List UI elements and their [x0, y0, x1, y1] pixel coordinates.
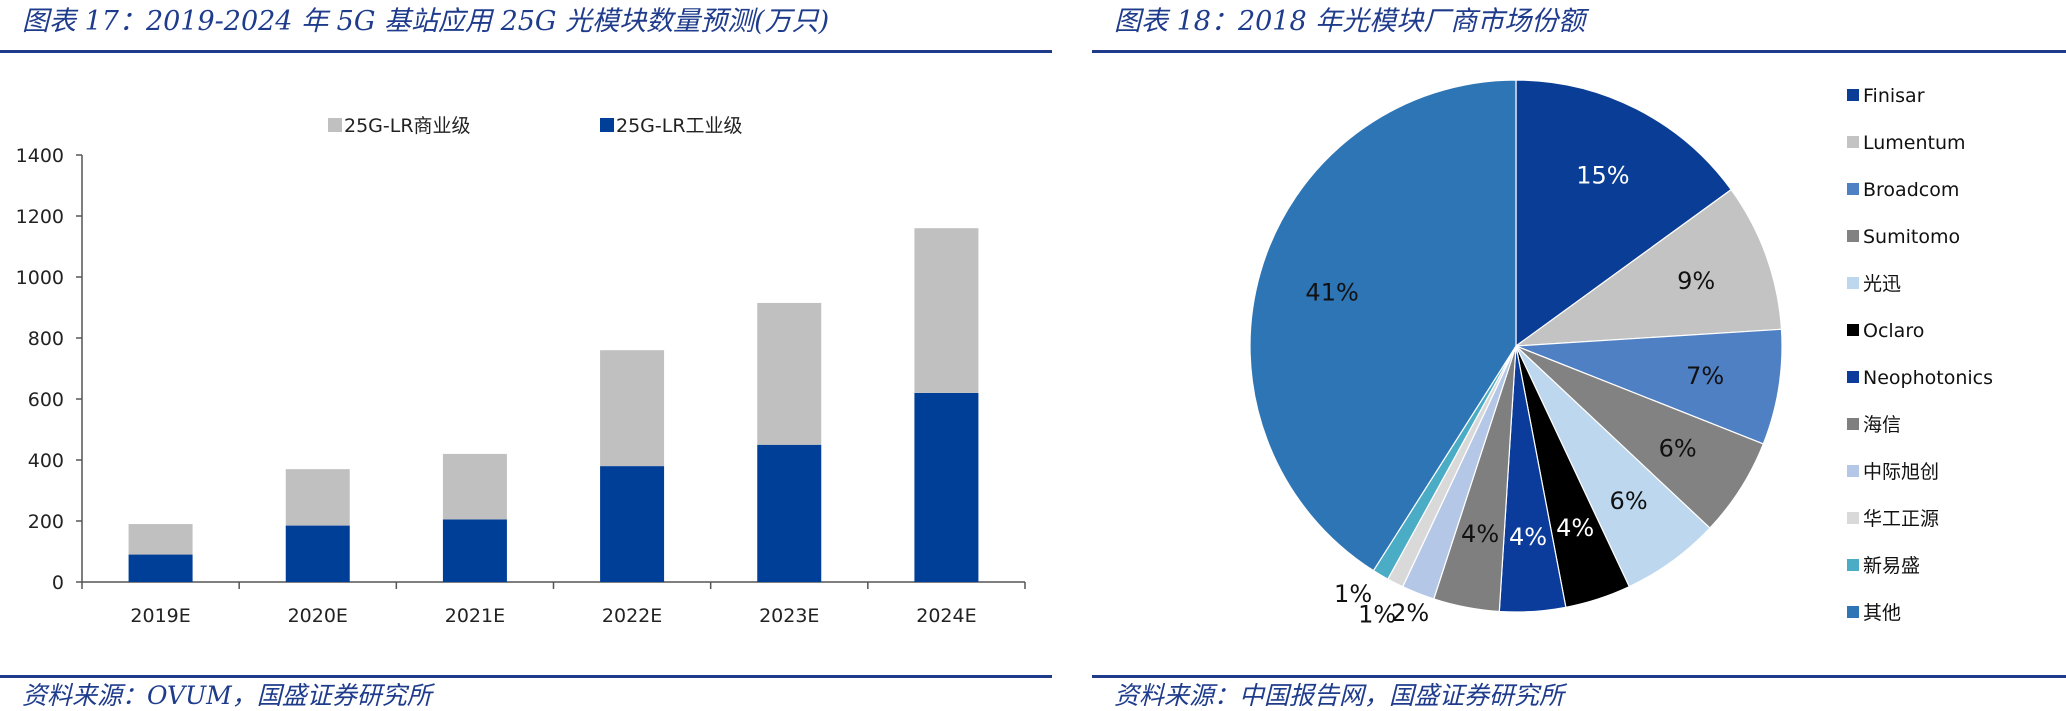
x-tick-label: 2022E [602, 605, 662, 627]
title-divider [1092, 50, 2066, 53]
pie-legend-label: 新易盛 [1863, 555, 1920, 577]
pie-legend-label: 中际旭创 [1863, 461, 1939, 483]
pie-slice-3 [1515, 328, 1783, 445]
pie-data-label: 6% [1610, 487, 1648, 515]
bar-industrial-2022E [600, 466, 665, 582]
pie-legend-swatch [1847, 136, 1859, 148]
pie-slice-12 [1249, 79, 1517, 572]
x-tick-label: 2023E [759, 605, 819, 627]
y-tick-label: 800 [28, 328, 64, 350]
pie-legend-swatch [1847, 230, 1859, 242]
y-tick-label: 600 [28, 389, 64, 411]
y-tick-label: 1400 [16, 145, 64, 167]
y-tick-label: 1200 [16, 206, 64, 228]
pie-data-label: 15% [1576, 161, 1629, 189]
pie-data-label: 1% [1358, 601, 1396, 629]
bar-commercial-2020E [285, 469, 350, 526]
source-divider [1092, 675, 2066, 678]
pie-legend-swatch [1847, 324, 1859, 336]
pie-legend-swatch [1847, 183, 1859, 195]
pie-data-label: 9% [1677, 267, 1715, 295]
pie-chart-panel: 图表 18：2018 年光模块厂商市场份额 15% 9% 7% 6% 6% 4% 4% 4% 2… [1092, 0, 2066, 711]
pie-legend-swatch [1847, 371, 1859, 383]
y-tick-label: 0 [52, 572, 64, 594]
market-share-pie-chart: 15%9%7%6%6%4%4%4%2%1%1%41%FinisarLumentu… [1249, 79, 1993, 629]
legend-swatch [328, 118, 342, 132]
pie-legend-swatch [1847, 512, 1859, 524]
bar-industrial-2023E [757, 444, 822, 582]
pie-legend-label: 华工正源 [1863, 508, 1939, 530]
bar-industrial-2020E [285, 525, 350, 582]
bar-commercial-2019E [128, 524, 193, 555]
pie-legend-swatch [1847, 89, 1859, 101]
bar-commercial-2022E [600, 350, 665, 467]
source-divider [0, 675, 1052, 678]
pie-legend-label: Neophotonics [1863, 367, 1993, 389]
y-tick-label: 400 [28, 450, 64, 472]
pie-legend-label: Finisar [1863, 85, 1925, 107]
pie-chart-figure-title: 图表 18：2018 年光模块厂商市场份额 [1114, 6, 1586, 37]
bar-chart-panel: 图表 17：2019-2024 年 5G 基站应用 25G 光模块数量预测(万只… [0, 6, 1052, 710]
pie-legend-swatch [1847, 606, 1859, 618]
pie-legend-label: Sumitomo [1863, 226, 1960, 248]
pie-legend-label: Broadcom [1863, 179, 1959, 201]
pie-data-label: 4% [1461, 520, 1499, 548]
y-tick-label: 200 [28, 511, 64, 533]
pie-data-label: 4% [1556, 514, 1594, 542]
x-tick-label: 2020E [288, 605, 348, 627]
pie-data-label: 1% [1334, 580, 1372, 608]
pie-legend-label: Oclaro [1863, 320, 1924, 342]
pie-legend-swatch [1847, 465, 1859, 477]
pie-legend-label: Lumentum [1863, 132, 1966, 154]
pie-chart-source-note: 资料来源：中国报告网，国盛证券研究所 [1114, 681, 1565, 710]
pie-legend-label: 海信 [1863, 414, 1901, 436]
title-divider [0, 50, 1052, 53]
bar-commercial-2023E [757, 302, 822, 445]
x-tick-label: 2021E [445, 605, 505, 627]
stacked-bar-chart: 0 200 400 600 800 1000 1200 1400 2019E 2020E 2021E… [16, 115, 1026, 627]
pie-data-label: 41% [1305, 279, 1358, 307]
pie-slice-1 [1515, 79, 1733, 348]
x-tick-label: 2024E [916, 605, 976, 627]
pie-legend-label: 其他 [1863, 602, 1901, 624]
bar-industrial-2021E [442, 519, 507, 582]
bar-commercial-2024E [914, 228, 979, 393]
pie-legend-swatch [1847, 559, 1859, 571]
pie-data-label: 7% [1686, 362, 1724, 390]
bar-industrial-2024E [914, 392, 979, 582]
x-tick-label: 2019E [130, 605, 190, 627]
bar-chart-source-note: 资料来源：OVUM，国盛证券研究所 [22, 681, 432, 710]
legend-swatch [600, 118, 614, 132]
pie-legend-swatch [1847, 418, 1859, 430]
pie-legend-label: 光迅 [1863, 273, 1901, 295]
pie-data-label: 2% [1391, 599, 1429, 627]
bar-commercial-2021E [442, 453, 507, 520]
legend-label: 25G-LR工业级 [616, 115, 743, 137]
bar-industrial-2019E [128, 554, 193, 582]
bar-chart-figure-title: 图表 17：2019-2024 年 5G 基站应用 25G 光模块数量预测(万只… [22, 6, 830, 37]
pie-data-label: 6% [1659, 435, 1697, 463]
y-tick-label: 1000 [16, 267, 64, 289]
pie-data-label: 4% [1509, 523, 1547, 551]
pie-slice-2 [1513, 188, 1783, 347]
legend-label: 25G-LR商业级 [344, 115, 471, 137]
pie-legend-swatch [1847, 277, 1859, 289]
